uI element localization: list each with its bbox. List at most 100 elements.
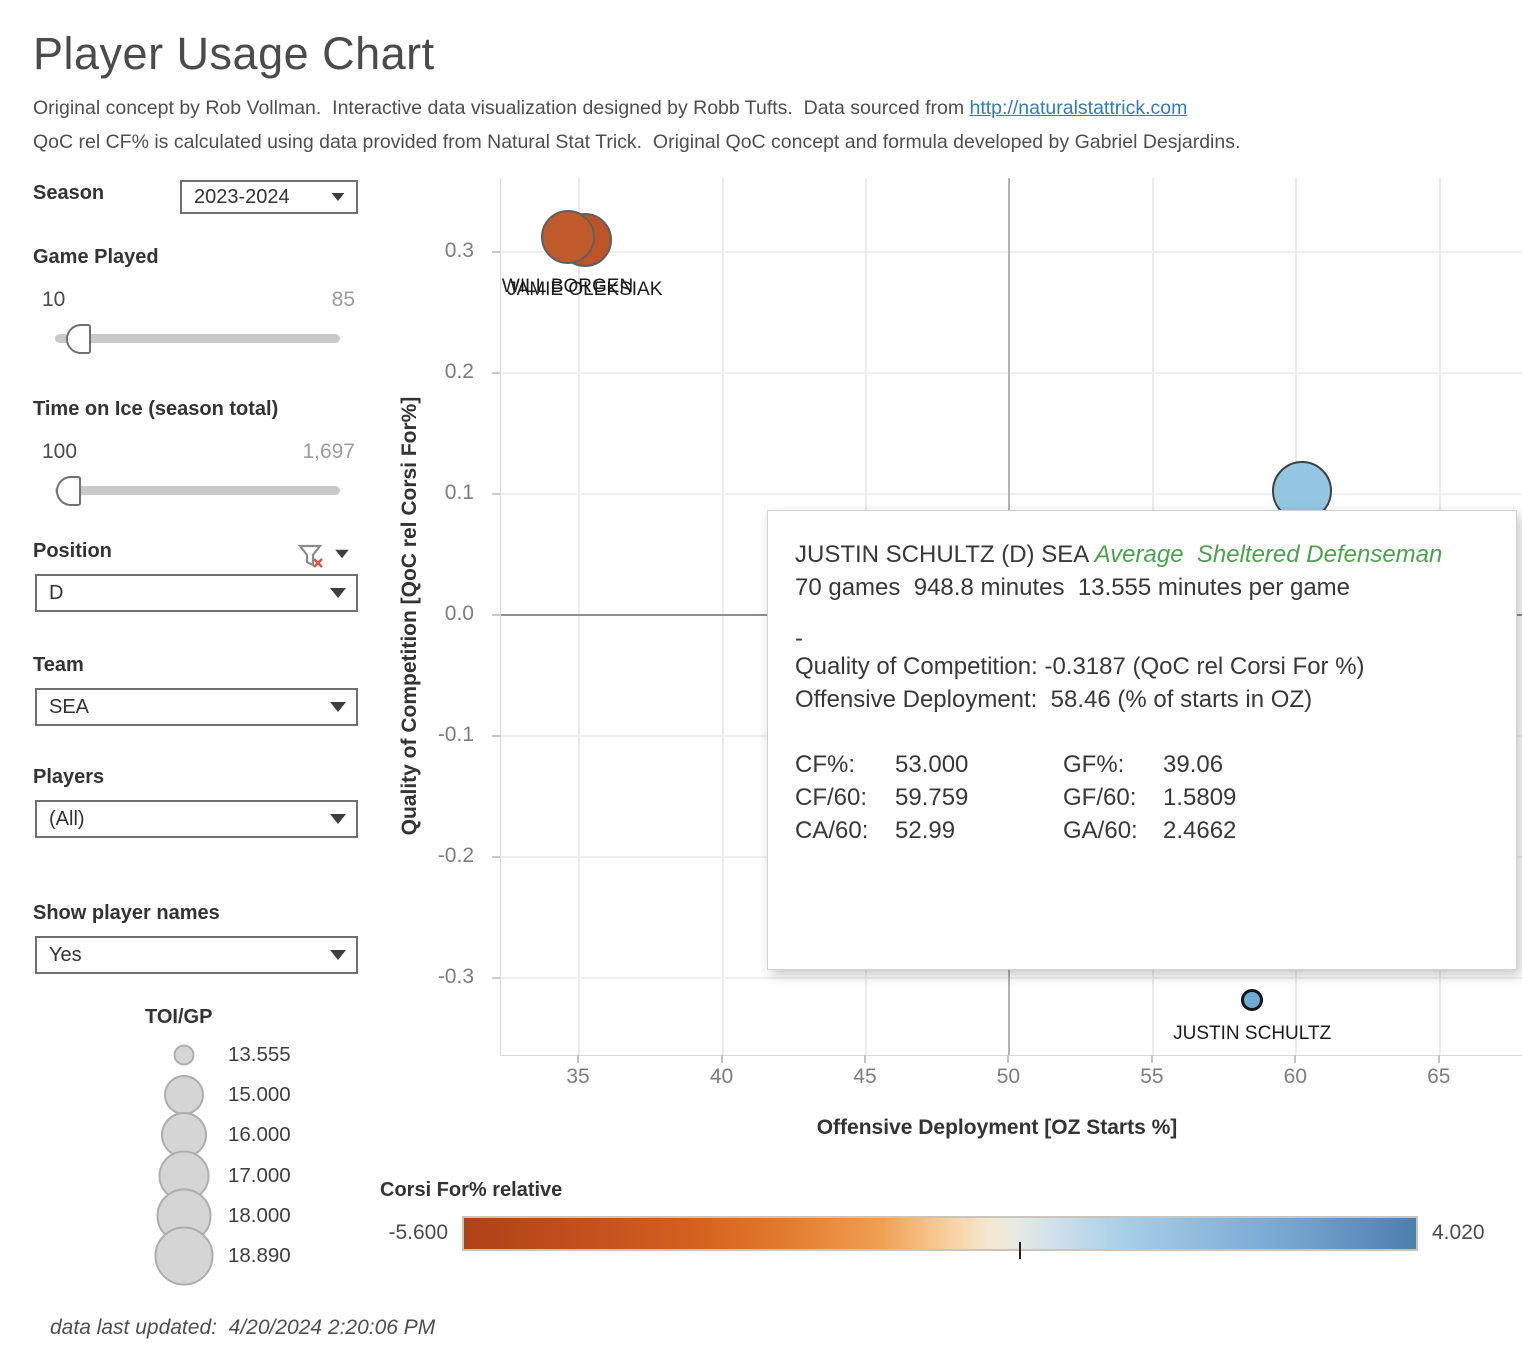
- y-tick-label: 0.0: [444, 601, 474, 625]
- x-axis-title: Offensive Deployment [OZ Starts %]: [816, 1116, 1178, 1139]
- size-legend-item[interactable]: 18.890: [130, 1226, 370, 1286]
- chevron-down-icon: [331, 193, 345, 201]
- size-legend-item[interactable]: 15.000: [130, 1075, 370, 1116]
- y-tick-label: -0.1: [437, 722, 474, 746]
- position-dropdown[interactable]: D: [35, 574, 358, 612]
- x-tick-label: 45: [853, 1065, 877, 1088]
- tooltip-descriptor: Average Sheltered Defenseman: [1094, 541, 1443, 568]
- stat-label: CF%:: [795, 751, 855, 778]
- x-tick-label: 65: [1427, 1065, 1451, 1088]
- tooltip-stats: CF%: 53.000 GF%: 39.06 CF/60: 59.759 GF/60: 1.…: [795, 748, 1496, 847]
- y-tick-label: 0.3: [444, 238, 474, 262]
- scatter-point[interactable]: [540, 210, 595, 265]
- point-label: JUSTIN SCHULTZ: [1173, 1023, 1332, 1045]
- stat-label: GA/60:: [1063, 817, 1138, 844]
- chevron-down-icon: [330, 702, 346, 712]
- x-tick-label: 40: [709, 1065, 734, 1088]
- color-legend-title: Corsi For% relative: [380, 1179, 563, 1201]
- toi-slider-max: 1,697: [302, 440, 355, 463]
- games-slider-max: 85: [331, 288, 355, 311]
- x-tick-mark: [1294, 1055, 1297, 1063]
- gridline-vertical: [721, 178, 724, 1055]
- size-legend-items: 13.555 15.000 16.000 17.000 18.000 18.890: [130, 1035, 370, 1286]
- tooltip-player: JUSTIN SCHULTZ (D) SEA: [795, 541, 1095, 568]
- chevron-down-icon: [330, 814, 346, 824]
- toi-slider-handle[interactable]: [56, 476, 81, 506]
- toi-slider-min: 100: [42, 440, 78, 463]
- gridline-vertical: [578, 178, 581, 1055]
- players-filter-label: Players: [33, 766, 105, 788]
- tooltip: JUSTIN SCHULTZ (D) SEA Average Sheltered…: [767, 510, 1517, 970]
- stat-value: 59.759: [895, 784, 969, 811]
- stat-label: CF/60:: [795, 784, 868, 811]
- point-label: JAMIE OLEKSIAK: [507, 278, 663, 300]
- credits-line-2: QoC rel CF% is calculated using data pro…: [33, 131, 1241, 153]
- point-label: WILL BORGEN: [501, 276, 634, 298]
- gridline-horizontal: [501, 976, 1522, 979]
- credits-text: Original concept by Rob Vollman. Interac…: [33, 97, 970, 119]
- y-tick-label: 0.2: [444, 359, 474, 383]
- position-menu-caret-icon[interactable]: [335, 549, 349, 559]
- x-tick-label: 35: [566, 1065, 590, 1088]
- show-names-dropdown-value: Yes: [49, 943, 82, 966]
- size-legend-label: 13.555: [228, 1043, 291, 1067]
- source-link[interactable]: http://naturalstattrick.com: [969, 97, 1188, 119]
- size-legend-circle: [154, 1226, 214, 1286]
- gridline-horizontal: [501, 492, 1522, 495]
- position-filter-label: Position: [33, 540, 112, 562]
- season-dropdown[interactable]: 2023-2024: [180, 180, 358, 214]
- color-legend-min: -5.600: [388, 1221, 448, 1244]
- games-slider-track[interactable]: [55, 334, 340, 343]
- games-slider-handle[interactable]: [66, 324, 91, 354]
- size-legend-item[interactable]: 16.000: [130, 1112, 370, 1159]
- y-tick-mark: [492, 492, 500, 495]
- x-tick-mark: [1437, 1055, 1440, 1063]
- x-tick-mark: [577, 1055, 580, 1063]
- x-tick-mark: [720, 1055, 723, 1063]
- stat-value: 53.000: [895, 751, 969, 778]
- y-tick-label: -0.3: [437, 964, 474, 988]
- clear-filter-icon[interactable]: [296, 541, 326, 571]
- games-filter-label: Game Played: [33, 246, 159, 268]
- stat-value: 39.06: [1163, 751, 1224, 778]
- y-tick-mark: [492, 855, 500, 858]
- x-tick-mark: [1007, 1055, 1010, 1063]
- show-names-dropdown[interactable]: Yes: [35, 936, 358, 974]
- tooltip-player-line: JUSTIN SCHULTZ (D) SEA Average Sheltered…: [795, 538, 1496, 571]
- team-filter-label: Team: [33, 654, 84, 676]
- y-tick-mark: [492, 976, 500, 979]
- show-names-filter-label: Show player names: [33, 902, 220, 924]
- games-slider-min: 10: [42, 288, 66, 311]
- team-dropdown[interactable]: SEA: [35, 688, 358, 726]
- x-tick-label: 55: [1140, 1065, 1164, 1088]
- size-legend-label: 16.000: [228, 1123, 291, 1147]
- players-dropdown[interactable]: (All): [35, 800, 358, 838]
- y-tick-mark: [492, 371, 500, 374]
- size-legend-item[interactable]: 18.000: [130, 1188, 370, 1244]
- toi-slider-track[interactable]: [55, 486, 340, 495]
- size-legend-label: 15.000: [228, 1083, 291, 1107]
- size-legend-circle: [164, 1075, 204, 1116]
- size-legend-circle: [173, 1044, 195, 1066]
- color-legend-gradient[interactable]: [462, 1216, 1418, 1251]
- size-legend-label: 18.890: [228, 1244, 291, 1268]
- size-legend-item[interactable]: 13.555: [130, 1035, 370, 1075]
- gridline-horizontal: [501, 371, 1522, 374]
- stat-label: GF/60:: [1063, 784, 1137, 811]
- stat-label: CA/60:: [795, 817, 869, 844]
- color-legend-zero-tick: [1019, 1242, 1021, 1259]
- size-legend-label: 17.000: [228, 1163, 291, 1187]
- stat-value: 52.99: [895, 817, 956, 844]
- chevron-down-icon: [330, 588, 346, 598]
- scatter-point[interactable]: [1241, 989, 1264, 1012]
- tooltip-summary: 70 games 948.8 minutes 13.555 minutes pe…: [795, 574, 1350, 601]
- stat-value: 2.4662: [1163, 817, 1237, 844]
- x-tick-mark: [863, 1055, 866, 1063]
- stat-value: 1.5809: [1163, 784, 1237, 811]
- size-legend-item[interactable]: 17.000: [130, 1150, 370, 1202]
- last-updated-note: data last updated: 4/20/2024 2:20:06 PM: [50, 1316, 436, 1339]
- chevron-down-icon: [330, 950, 346, 960]
- x-tick-label: 60: [1283, 1065, 1307, 1088]
- team-dropdown-value: SEA: [49, 695, 90, 718]
